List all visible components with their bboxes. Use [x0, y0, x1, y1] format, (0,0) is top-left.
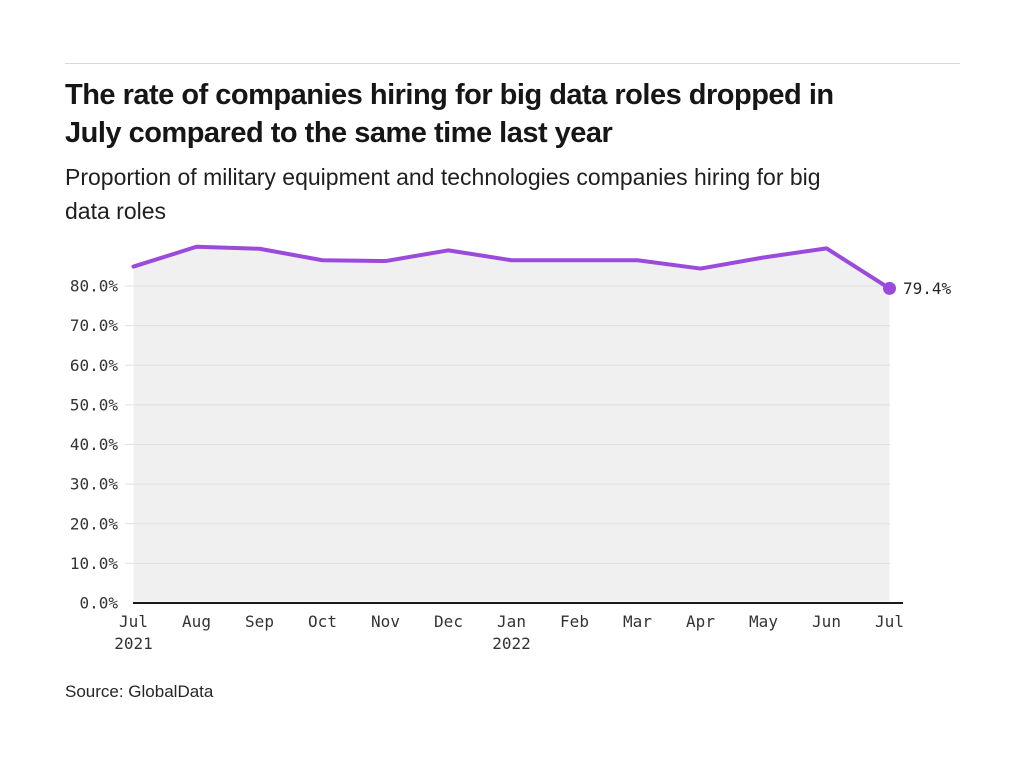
y-tick-label: 10.0%	[70, 554, 119, 573]
end-value-label: 79.4%	[903, 279, 952, 298]
x-tick-label: Oct	[308, 612, 337, 631]
y-tick-label: 40.0%	[70, 435, 119, 454]
y-tick-label: 80.0%	[70, 277, 119, 296]
x-tick-year-label: 2022	[492, 634, 531, 653]
x-tick-label: Mar	[623, 612, 652, 631]
chart-subtitle: Proportion of military equipment and tec…	[65, 160, 985, 228]
x-tick-label: Sep	[245, 612, 274, 631]
x-tick-label: Nov	[371, 612, 400, 631]
y-tick-label: 70.0%	[70, 316, 119, 335]
series-area-fill	[133, 246, 890, 602]
x-tick-label: Feb	[560, 612, 589, 631]
y-tick-label: 50.0%	[70, 395, 119, 414]
y-tick-label: 0.0%	[79, 594, 118, 613]
page-title-line-2: July compared to the same time last year	[65, 117, 613, 149]
x-tick-year-label: 2021	[114, 634, 153, 653]
x-tick-label: Aug	[182, 612, 211, 631]
chart-subtitle-line-1: Proportion of military equipment and tec…	[65, 164, 821, 190]
end-point-marker	[883, 281, 896, 295]
chart-subtitle-line-2: data roles	[65, 198, 167, 224]
series-line	[131, 244, 892, 291]
x-tick-label: Jul	[875, 612, 904, 631]
y-tick-label: 20.0%	[70, 514, 119, 533]
y-tick-label: 30.0%	[70, 475, 119, 494]
page-title-line-1: The rate of companies hiring for big dat…	[65, 79, 834, 111]
x-tick-label: Dec	[434, 612, 463, 631]
source-label: Source: GlobalData	[65, 682, 214, 701]
top-divider	[65, 63, 960, 64]
page-title: The rate of companies hiring for big dat…	[65, 76, 985, 152]
x-tick-label: Jul	[119, 612, 148, 631]
x-tick-label: May	[749, 612, 778, 631]
x-tick-label: Apr	[686, 612, 715, 631]
y-tick-label: 60.0%	[70, 356, 119, 375]
x-tick-label: Jun	[812, 612, 841, 631]
x-tick-label: Jan	[497, 612, 526, 631]
